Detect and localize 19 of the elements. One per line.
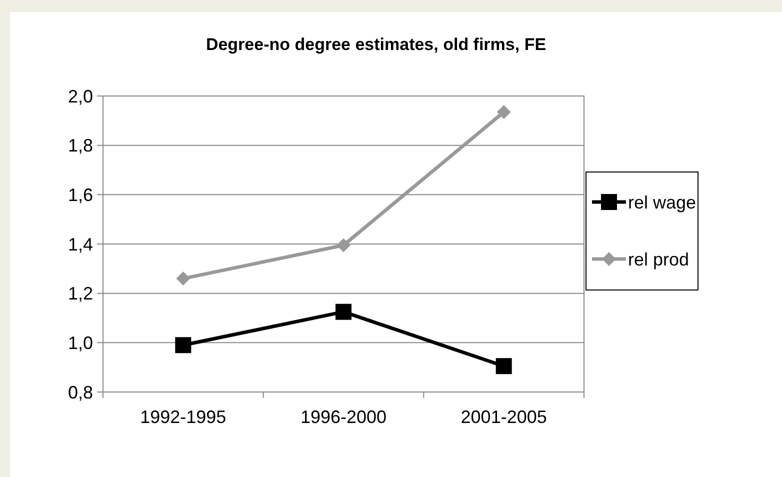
point — [175, 337, 192, 354]
point — [336, 304, 352, 320]
y-tick-label: 0,8 — [68, 382, 93, 402]
point — [176, 272, 190, 286]
x-tick-label: 1996-2000 — [300, 407, 387, 427]
point — [496, 358, 512, 374]
y-tick-label: 2,0 — [68, 86, 93, 106]
x-tick-label: 2001-2005 — [460, 407, 547, 427]
chart-title: Degree-no degree estimates, old firms, FE — [206, 35, 546, 54]
legend-label: rel prod — [628, 249, 690, 270]
x-tick-label: 1992-1995 — [140, 407, 226, 427]
y-tick-label: 1,6 — [68, 184, 93, 205]
y-tick-label: 1,0 — [68, 332, 93, 353]
point — [336, 238, 350, 252]
point — [496, 105, 511, 120]
y-tick-label: 1,4 — [68, 234, 93, 254]
y-tick-label: 1,8 — [68, 136, 93, 156]
y-tick-label: 1,2 — [68, 284, 93, 304]
legend-label: rel wage — [628, 192, 696, 212]
